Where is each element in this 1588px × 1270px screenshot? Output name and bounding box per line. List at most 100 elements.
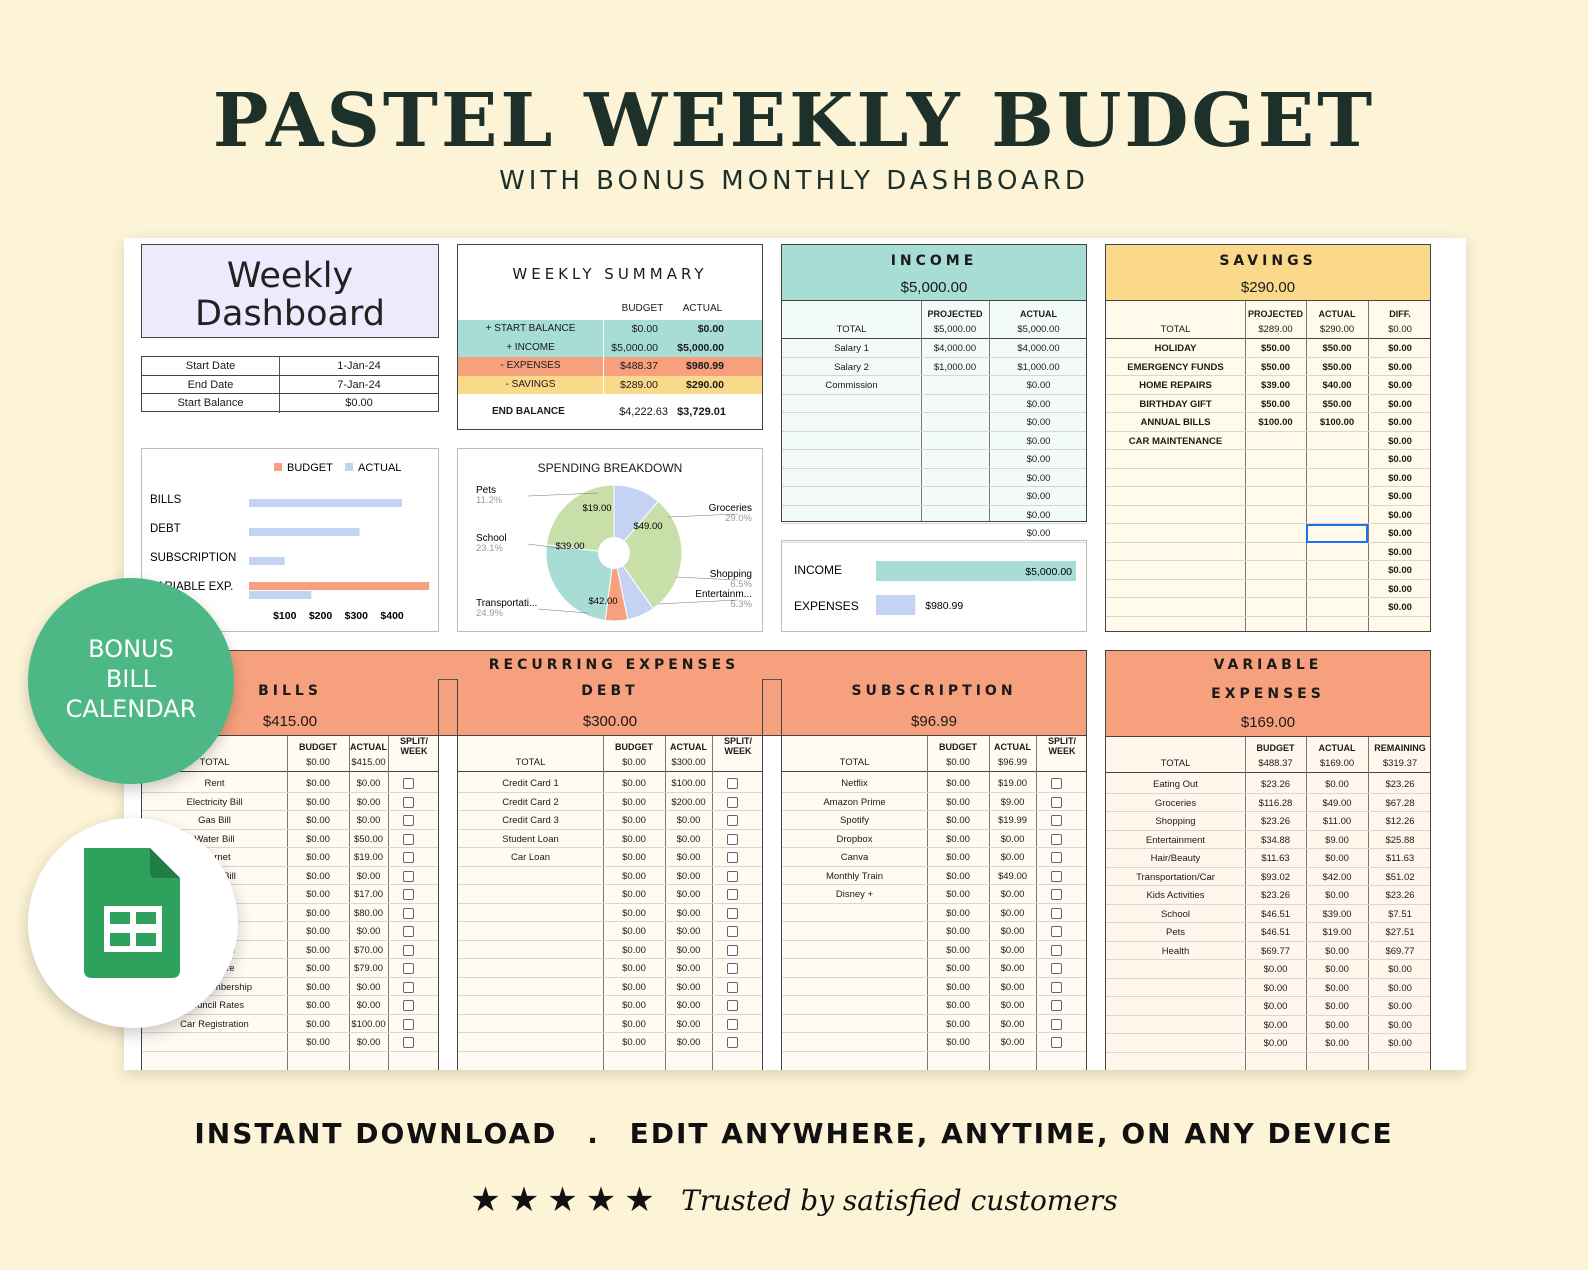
bills-actual-cell[interactable]: $0.00: [356, 870, 381, 882]
bills-actual-cell[interactable]: $0.00: [356, 815, 381, 826]
subscription-actual-cell[interactable]: $0.00: [1000, 889, 1025, 900]
bills-budget-cell[interactable]: $0.00: [306, 907, 330, 919]
bills-actual-cell[interactable]: $0.00: [356, 981, 381, 993]
split-week-checkbox[interactable]: [403, 981, 414, 993]
income-actual-cell[interactable]: $0.00: [1026, 398, 1051, 410]
bills-actual-cell[interactable]: $79.00: [353, 963, 384, 974]
subscription-actual-cell[interactable]: $0.00: [1000, 1000, 1025, 1011]
subscription-budget-cell[interactable]: $0.00: [946, 889, 970, 900]
variable-remaining-cell[interactable]: $0.00: [1388, 982, 1412, 994]
variable-budget-cell[interactable]: $46.51: [1260, 908, 1291, 920]
split-week-checkbox[interactable]: [1051, 889, 1062, 900]
debt-actual-cell[interactable]: $0.00: [676, 1037, 701, 1048]
subscription-budget-cell[interactable]: $0.00: [946, 796, 970, 808]
variable-actual-cell[interactable]: $0.00: [1325, 1019, 1349, 1031]
subscription-budget-cell[interactable]: $0.00: [946, 833, 970, 845]
debt-actual-cell[interactable]: $0.00: [676, 852, 701, 863]
variable-budget-cell[interactable]: $0.00: [1263, 1001, 1288, 1012]
income-name-cell[interactable]: Commission: [825, 380, 878, 391]
variable-budget-cell[interactable]: $116.28: [1258, 797, 1293, 809]
variable-budget-cell[interactable]: $93.02: [1260, 871, 1291, 883]
debt-actual-cell[interactable]: $0.00: [676, 815, 701, 826]
subscription-actual-cell[interactable]: $0.00: [1000, 833, 1025, 845]
debt-name-cell[interactable]: Car Loan: [510, 852, 551, 863]
variable-remaining-cell[interactable]: $27.51: [1385, 927, 1415, 938]
variable-remaining-cell[interactable]: $12.26: [1385, 816, 1415, 827]
subscription-actual-cell[interactable]: $0.00: [1000, 981, 1025, 993]
bills-budget-cell[interactable]: $0.00: [306, 852, 330, 863]
bills-name-cell[interactable]: Gas Bill: [198, 815, 231, 826]
subscription-budget-cell[interactable]: $0.00: [946, 963, 970, 974]
debt-budget-cell[interactable]: $0.00: [622, 870, 646, 882]
debt-name-cell[interactable]: Student Loan: [502, 833, 559, 845]
savings-diff-cell[interactable]: $0.00: [1388, 491, 1412, 502]
subscription-name-cell[interactable]: Spotify: [839, 815, 870, 826]
subscription-budget-cell[interactable]: $0.00: [946, 852, 970, 863]
split-week-checkbox[interactable]: [403, 926, 414, 937]
subscription-name-cell[interactable]: Canva: [840, 852, 869, 863]
split-week-checkbox[interactable]: [1051, 815, 1062, 826]
variable-budget-cell[interactable]: $23.26: [1260, 816, 1291, 827]
variable-budget-cell[interactable]: $23.26: [1260, 890, 1291, 901]
bills-budget-cell[interactable]: $0.00: [306, 796, 330, 808]
savings-projected-cell[interactable]: $100.00: [1258, 417, 1293, 428]
variable-actual-cell[interactable]: $0.00: [1325, 853, 1349, 864]
bills-budget-cell[interactable]: $0.00: [306, 963, 330, 974]
split-week-checkbox[interactable]: [403, 796, 414, 808]
bills-actual-cell[interactable]: $100.00: [351, 1018, 386, 1030]
bills-budget-cell[interactable]: $0.00: [306, 926, 330, 937]
variable-remaining-cell[interactable]: $11.63: [1385, 853, 1415, 864]
debt-budget-cell[interactable]: $0.00: [622, 852, 646, 863]
subscription-name-cell[interactable]: Disney +: [835, 889, 874, 900]
bills-actual-cell[interactable]: $70.00: [353, 944, 384, 956]
split-week-checkbox[interactable]: [727, 778, 738, 789]
savings-actual-cell[interactable]: $50.00: [1322, 343, 1352, 354]
variable-actual-cell[interactable]: $9.00: [1325, 834, 1349, 846]
split-week-checkbox[interactable]: [727, 944, 738, 956]
savings-projected-cell[interactable]: $50.00: [1260, 398, 1291, 410]
subscription-budget-cell[interactable]: $0.00: [946, 1037, 970, 1048]
variable-remaining-cell[interactable]: $0.00: [1388, 1019, 1412, 1031]
variable-remaining-cell[interactable]: $0.00: [1388, 1038, 1412, 1049]
subscription-actual-cell[interactable]: $19.00: [997, 778, 1028, 789]
debt-budget-cell[interactable]: $0.00: [622, 981, 646, 993]
split-week-checkbox[interactable]: [1051, 852, 1062, 863]
savings-name-cell[interactable]: HOME REPAIRS: [1139, 380, 1212, 391]
debt-budget-cell[interactable]: $0.00: [622, 796, 646, 808]
selected-cell[interactable]: [1306, 524, 1368, 543]
split-week-checkbox[interactable]: [403, 907, 414, 919]
variable-remaining-cell[interactable]: $51.02: [1385, 871, 1415, 883]
split-week-checkbox[interactable]: [727, 796, 738, 808]
savings-name-cell[interactable]: EMERGENCY FUNDS: [1127, 361, 1224, 373]
debt-actual-cell[interactable]: $0.00: [676, 1018, 701, 1030]
income-actual-cell[interactable]: $1,000.00: [1017, 361, 1060, 373]
variable-budget-cell[interactable]: $34.88: [1260, 834, 1291, 846]
debt-name-cell[interactable]: Credit Card 1: [502, 778, 559, 789]
savings-diff-cell[interactable]: $0.00: [1388, 509, 1412, 521]
income-name-cell[interactable]: Salary 2: [834, 361, 869, 373]
split-week-checkbox[interactable]: [403, 944, 414, 956]
variable-actual-cell[interactable]: $0.00: [1325, 945, 1349, 957]
debt-actual-cell[interactable]: $0.00: [676, 963, 701, 974]
bills-budget-cell[interactable]: $0.00: [306, 815, 330, 826]
debt-actual-cell[interactable]: $0.00: [676, 889, 701, 900]
variable-name-cell[interactable]: Groceries: [1154, 797, 1197, 809]
bills-budget-cell[interactable]: $0.00: [306, 833, 330, 845]
bills-actual-cell[interactable]: $50.00: [353, 833, 384, 845]
date-field-value[interactable]: 1-Jan-24: [337, 360, 381, 372]
variable-budget-cell[interactable]: $0.00: [1263, 964, 1288, 975]
variable-remaining-cell[interactable]: $0.00: [1388, 964, 1412, 975]
split-week-checkbox[interactable]: [403, 963, 414, 974]
debt-actual-cell[interactable]: $0.00: [676, 907, 701, 919]
variable-actual-cell[interactable]: $19.00: [1322, 927, 1352, 938]
income-actual-cell[interactable]: $4,000.00: [1017, 343, 1060, 354]
split-week-checkbox[interactable]: [727, 889, 738, 900]
variable-actual-cell[interactable]: $0.00: [1325, 1038, 1349, 1049]
variable-budget-cell[interactable]: $69.77: [1260, 945, 1291, 957]
bills-name-cell[interactable]: Rent: [204, 778, 225, 789]
debt-actual-cell[interactable]: $0.00: [676, 981, 701, 993]
split-week-checkbox[interactable]: [727, 1018, 738, 1030]
subscription-actual-cell[interactable]: $49.00: [997, 870, 1028, 882]
savings-actual-cell[interactable]: $100.00: [1319, 417, 1355, 428]
debt-actual-cell[interactable]: $0.00: [676, 926, 701, 937]
